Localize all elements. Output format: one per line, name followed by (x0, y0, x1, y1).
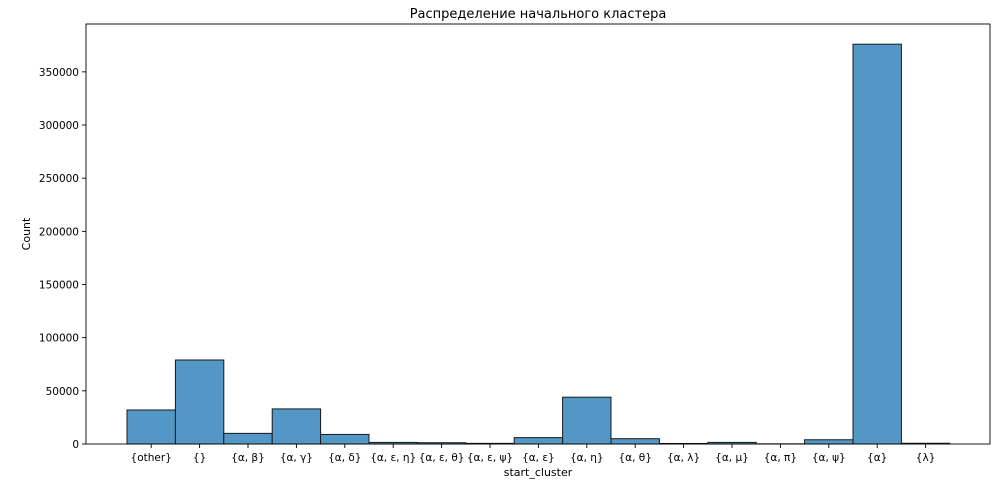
x-tick-label: {α, η} (570, 452, 604, 464)
y-tick-label: 200000 (39, 226, 79, 238)
y-axis-label: Count (20, 217, 33, 250)
x-tick-label: {α, δ} (328, 452, 361, 464)
x-tick-label: {other} (131, 452, 172, 464)
x-tick-label: {α, γ} (280, 452, 313, 464)
x-tick-label: {λ} (916, 452, 936, 464)
x-tick-label: {α, ε} (522, 452, 555, 464)
x-tick-label: {α, λ} (667, 452, 700, 464)
plot-frame (85, 23, 991, 445)
bar-3 (271, 408, 322, 445)
x-axis-label: start_cluster (504, 466, 573, 479)
chart-title: Распределение начального кластера (410, 7, 667, 22)
bar-4 (320, 433, 370, 445)
bar-14 (804, 439, 854, 445)
bar-0 (126, 409, 176, 445)
x-tick-label: {α, θ} (619, 452, 652, 464)
y-tick-label: 150000 (39, 280, 79, 292)
x-tick-label: {α, ψ} (812, 452, 846, 464)
bars-group (126, 43, 951, 445)
bar-1 (174, 359, 225, 445)
x-tick-label: {α, π} (764, 452, 797, 464)
y-tick-label: 0 (72, 439, 79, 451)
y-tick-label: 250000 (39, 173, 79, 185)
bar-15 (852, 43, 902, 445)
x-tick-label: {α, μ} (715, 452, 749, 464)
y-tick-label: 300000 (39, 120, 79, 132)
x-axis-ticks: {other}{} {α, β} {α, γ} {α, δ} {α, ε, η} {α, … (131, 444, 936, 464)
bar-2 (223, 432, 273, 445)
x-tick-label: {α, ε, θ} (419, 452, 465, 464)
bar-9 (562, 396, 612, 445)
y-axis-ticks: 0 50000 100000 150000 200000 250000 300000 3500… (39, 67, 86, 451)
y-tick-label: 100000 (39, 333, 79, 345)
x-tick-label: {α, ε, ψ} (467, 452, 513, 464)
bar-8 (513, 437, 564, 445)
y-tick-label: 50000 (46, 386, 79, 398)
x-tick-label: {} (193, 452, 206, 464)
x-tick-label: {α, ε, η} (370, 452, 416, 464)
bar-10 (610, 438, 660, 445)
x-tick-label: {α, β} (231, 452, 265, 464)
y-tick-label: 350000 (39, 67, 79, 79)
x-tick-label: {α} (867, 452, 887, 464)
